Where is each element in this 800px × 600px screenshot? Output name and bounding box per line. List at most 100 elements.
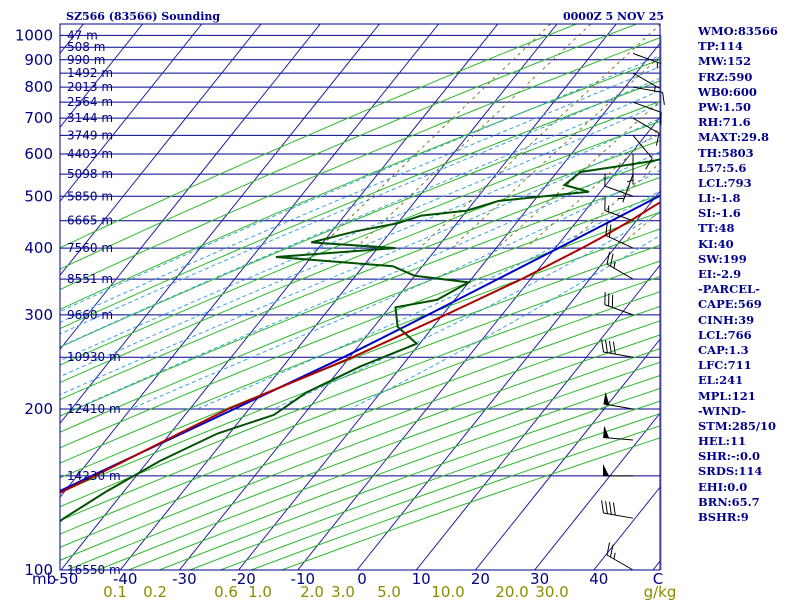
wind-barb xyxy=(632,117,660,146)
dry-adiabat xyxy=(60,320,660,548)
mixing-ratio-line xyxy=(451,55,660,249)
index-item: HEL:11 xyxy=(698,434,746,449)
temperature-tick-label: -20 xyxy=(231,570,256,588)
index-item: TT:48 xyxy=(698,221,735,236)
index-item: WMO:83566 xyxy=(698,24,778,38)
height-label: 5850 m xyxy=(67,189,113,203)
moist-adiabat xyxy=(60,117,660,378)
dry-adiabat xyxy=(60,276,660,508)
index-item: SRDS:114 xyxy=(698,464,763,479)
mixing-ratio-tick-label: 0.6 xyxy=(214,583,238,600)
mixing-ratio-line xyxy=(318,24,551,249)
dry-adiabat xyxy=(60,291,660,522)
pressure-tick-label: 400 xyxy=(24,239,53,257)
index-item: -WIND- xyxy=(698,403,746,418)
wind-barb xyxy=(632,135,653,170)
temperature-tick-label: -10 xyxy=(291,570,316,588)
temperature-tick-label: -30 xyxy=(172,570,197,588)
isotherm xyxy=(238,42,660,570)
mixing-ratio-tick-label: 1.0 xyxy=(248,583,272,600)
parcel-trace xyxy=(60,194,660,493)
moist-adiabat xyxy=(349,234,660,410)
height-label: 12410 m xyxy=(67,402,121,416)
height-label: 3749 m xyxy=(67,128,113,142)
moist-adiabat xyxy=(60,66,660,323)
wind-barb xyxy=(606,542,634,571)
dry-adiabat xyxy=(60,176,660,417)
isotherm xyxy=(475,338,660,570)
index-item: MPL:121 xyxy=(698,388,756,403)
stability-indices-panel: WMO:83566 TP:114 MW:152 FRZ:590 WB0:600 PW:1.… xyxy=(698,24,798,525)
wind-barb xyxy=(603,463,633,477)
index-item: SI:-1.6 xyxy=(698,206,741,221)
index-item: SHR:-:0.0 xyxy=(698,449,760,464)
index-item: TP:114 xyxy=(698,39,744,54)
height-label: 16550 m xyxy=(67,563,121,577)
mixing-ratio-tick-label: 0.1 xyxy=(103,583,127,600)
temperature-tick-label: -40 xyxy=(113,570,138,588)
index-item: CAPE:569 xyxy=(698,297,762,312)
temperature-profile xyxy=(60,201,660,494)
temperature-tick-label: 40 xyxy=(589,570,608,588)
dry-adiabat xyxy=(60,140,660,384)
wind-barb xyxy=(606,251,634,280)
temperature-tick-label: 30 xyxy=(530,570,549,588)
isotherm xyxy=(60,24,203,203)
wind-barb xyxy=(632,52,662,69)
index-item: SW:199 xyxy=(698,251,747,266)
dry-adiabat xyxy=(60,260,660,494)
isotherm xyxy=(60,24,439,499)
index-item: TH:5803 xyxy=(698,145,754,160)
wind-barb xyxy=(603,392,634,410)
moist-adiabat xyxy=(60,55,660,313)
index-item: LFC:711 xyxy=(698,358,752,373)
index-item: EL:241 xyxy=(698,373,744,388)
isotherm xyxy=(415,264,660,570)
observation-time: 0000Z 5 NOV 25 xyxy=(563,10,664,23)
plot-frame xyxy=(59,23,661,571)
station-title: SZ566 (83566) Sounding xyxy=(66,10,220,23)
wind-barb xyxy=(601,339,634,358)
height-label: 6665 m xyxy=(67,214,113,228)
height-label: 14230 m xyxy=(67,469,121,483)
mixing-ratio-tick-label: 20.0 xyxy=(495,583,528,600)
isotherm xyxy=(534,412,660,570)
index-item: EI:-2.9 xyxy=(698,267,742,281)
wind-barb xyxy=(605,222,634,249)
wind-barb xyxy=(604,173,634,197)
wind-barbs xyxy=(601,35,665,571)
dry-adiabat xyxy=(60,37,660,291)
mixing-ratio-tick-label: 0.2 xyxy=(143,583,167,600)
pressure-tick-label: 600 xyxy=(24,145,53,163)
pressure-unit-label: mb xyxy=(32,570,56,588)
mixing-ratio-tick-label: 5.0 xyxy=(377,583,401,600)
temperature-tick-label: C xyxy=(653,570,663,588)
isotherm xyxy=(119,24,558,570)
height-label: 9660 m xyxy=(67,308,113,322)
moist-adiabat xyxy=(130,170,660,410)
isotherm xyxy=(356,190,660,570)
dry-adiabat xyxy=(60,228,660,464)
pressure-tick-label: 300 xyxy=(24,306,53,324)
height-label: 2013 m xyxy=(67,80,113,94)
mixing-ratio-tick-label: 2.0 xyxy=(300,583,324,600)
moist-adiabat xyxy=(74,151,660,410)
height-label: 4403 m xyxy=(67,147,113,161)
isotherm xyxy=(60,24,262,277)
isotherm xyxy=(60,24,143,129)
index-item: LCL:793 xyxy=(698,175,752,190)
mixing-ratio-tick-label: g/kg xyxy=(644,583,677,600)
dry-adiabat xyxy=(60,24,637,270)
dry-adiabat xyxy=(60,244,660,479)
height-label: 10930 m xyxy=(67,350,121,364)
index-item: -PARCEL- xyxy=(698,282,760,297)
mixing-ratio-tick-label: 30.0 xyxy=(535,583,568,600)
index-item: STM:285/10 xyxy=(698,418,777,433)
height-label: 5098 m xyxy=(67,167,113,181)
dry-adiabat xyxy=(60,120,660,366)
index-item: EHI:0.0 xyxy=(698,479,748,494)
index-item: LI:-1.8 xyxy=(698,191,741,206)
isotherm xyxy=(60,24,321,351)
wind-barb xyxy=(632,86,665,105)
